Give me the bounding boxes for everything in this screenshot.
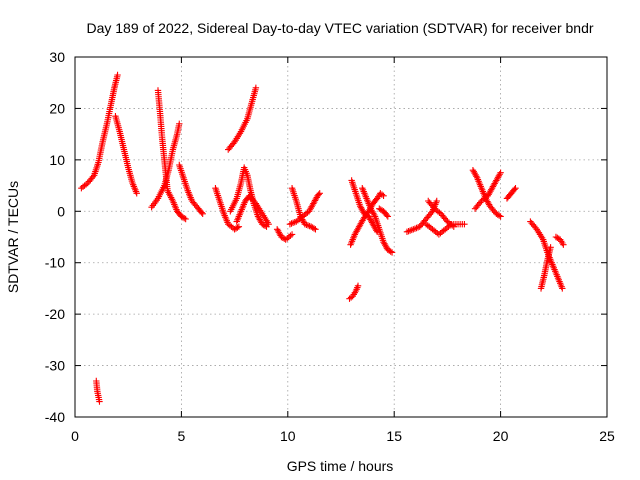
data-point-marker <box>461 220 468 228</box>
data-point-marker <box>182 215 189 223</box>
data-point-marker <box>251 198 258 206</box>
y-axis-title: SDTVAR / TECUs <box>5 181 21 293</box>
data-point-marker <box>428 209 435 217</box>
data-point-marker <box>265 220 272 228</box>
data-point-marker <box>450 223 457 230</box>
data-point-marker <box>312 226 319 233</box>
data-point-marker <box>96 398 103 405</box>
x-tick-label: 20 <box>493 428 509 444</box>
plot-frame <box>74 56 608 418</box>
y-tick-label: 30 <box>49 49 65 65</box>
data-point-marker <box>133 190 140 197</box>
data-point-marker <box>384 213 392 220</box>
data-point-marker <box>315 191 322 198</box>
y-tick-label: -40 <box>45 409 65 425</box>
data-points <box>78 71 567 405</box>
data-point-marker <box>310 225 318 232</box>
data-point-marker <box>532 224 539 231</box>
x-tick-label: 15 <box>386 428 402 444</box>
data-point-marker <box>288 231 296 238</box>
axis-ticks: 0 5 10 15 20 25 -40 -30 -20 -10 0 10 20 30 <box>45 49 615 444</box>
data-point-marker <box>383 211 390 219</box>
y-tick-label: 20 <box>49 100 65 116</box>
data-point-marker <box>114 71 121 79</box>
data-point-marker <box>316 190 323 197</box>
x-tick-label: 0 <box>71 428 79 444</box>
data-point-marker <box>198 209 205 216</box>
data-point-marker <box>512 184 519 192</box>
x-axis-title: GPS time / hours <box>287 458 394 474</box>
data-point-marker <box>387 248 394 255</box>
data-point-marker <box>497 213 504 220</box>
y-tick-label: -10 <box>45 255 65 271</box>
data-point-marker <box>511 186 518 193</box>
data-point-marker <box>476 199 484 206</box>
data-point-marker <box>89 173 97 181</box>
data-point-marker <box>380 192 387 200</box>
data-point-marker <box>473 173 480 180</box>
y-tick-label: 0 <box>57 203 65 219</box>
data-point-marker <box>252 84 260 92</box>
data-point-marker <box>560 241 567 248</box>
data-point-marker <box>433 197 440 205</box>
data-point-marker <box>497 169 504 176</box>
x-tick-label: 10 <box>280 428 296 444</box>
data-point-marker <box>235 223 243 230</box>
x-tick-label: 5 <box>178 428 186 444</box>
data-point-marker <box>354 282 362 290</box>
data-point-marker <box>181 214 188 222</box>
data-point-marker <box>199 210 206 218</box>
y-tick-label: -20 <box>45 306 65 322</box>
grid-lines <box>75 57 607 417</box>
data-point-marker <box>442 216 450 224</box>
data-point-marker <box>496 171 503 178</box>
y-tick-label: -30 <box>45 358 65 374</box>
data-point-marker <box>370 211 378 219</box>
chart-title: Day 189 of 2022, Sidereal Day-to-day VTE… <box>86 20 593 36</box>
data-point-marker <box>430 203 437 211</box>
data-point-marker <box>176 120 183 128</box>
y-tick-label: 10 <box>49 152 65 168</box>
data-point-marker <box>388 249 396 256</box>
data-point-marker <box>559 285 566 292</box>
data-point-marker <box>234 224 241 231</box>
data-point-marker <box>230 140 237 147</box>
data-point-marker <box>261 222 269 230</box>
data-point-marker <box>547 244 554 251</box>
data-point-marker <box>495 212 503 219</box>
x-tick-label: 25 <box>599 428 615 444</box>
